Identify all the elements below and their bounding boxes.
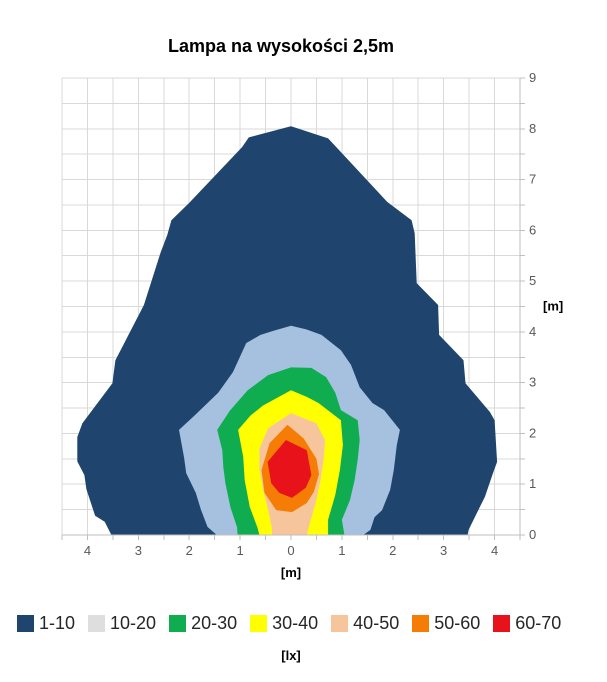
legend-unit-label: [lx] [281,648,301,663]
x-tick-label: 4 [491,543,498,558]
y-tick-label: 4 [529,324,536,339]
legend-item-40-50: 40-50 [331,613,400,633]
legend-swatch [169,615,187,632]
legend-label: 50-60 [434,613,481,633]
legend-swatch [412,615,430,632]
y-tick-label: 8 [529,121,536,136]
legend-swatch [250,615,268,632]
legend-label: 20-30 [191,613,238,633]
legend-item-50-60: 50-60 [412,613,481,633]
legend-label: 10-20 [110,613,157,633]
x-axis-unit-label: [m] [281,565,301,580]
x-tick-label: 1 [338,543,345,558]
x-tick-label: 3 [440,543,447,558]
legend-item-60-70: 60-70 [493,613,562,633]
legend-item-20-30: 20-30 [169,613,238,633]
y-tick-label: 6 [529,222,536,237]
legend-label: 60-70 [515,613,562,633]
x-tick-label: 1 [236,543,243,558]
legend: 1-10 10-20 20-30 30-40 40-50 50-60 60-70 [17,613,562,633]
legend-item-10-20: 10-20 [88,613,157,633]
chart-title: Lampa na wysokości 2,5m [167,36,395,56]
y-tick-label: 2 [529,425,536,440]
y-tick-label: 5 [529,273,536,288]
x-tick-label: 2 [389,543,396,558]
x-tick-label: 4 [84,543,91,558]
legend-swatch [88,615,106,632]
legend-item-30-40: 30-40 [250,613,319,633]
legend-label: 30-40 [272,613,319,633]
contour-band-60-70 [267,440,312,498]
plot-area: 4 3 2 1 0 1 2 3 4 0 1 2 3 4 5 6 7 8 9 [m] [m] [61,70,563,580]
x-tick-label: 2 [186,543,193,558]
legend-swatch [17,615,34,632]
y-tick-label: 7 [529,172,536,187]
y-tick-label: 3 [529,375,536,390]
x-tick-label: 3 [135,543,142,558]
legend-item-1-10: 1-10 [17,613,76,633]
y-tick-label: 0 [529,527,536,542]
y-tick-label: 9 [529,70,536,85]
legend-swatch [493,615,511,632]
legend-label: 1-10 [39,613,76,633]
y-tick-label: 1 [529,476,536,491]
legend-label: 40-50 [353,613,400,633]
legend-swatch [331,615,349,632]
y-axis-unit-label: [m] [543,299,563,314]
x-tick-label: 0 [287,543,294,558]
